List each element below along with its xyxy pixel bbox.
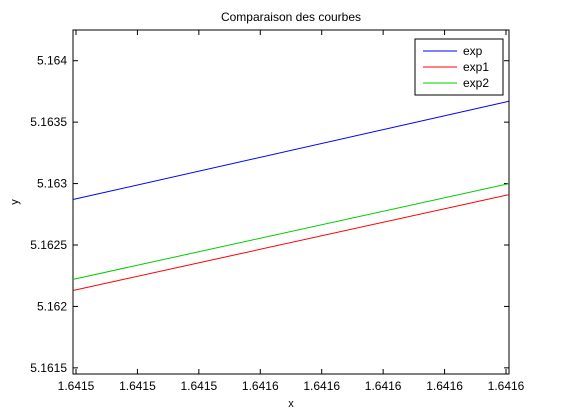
x-tick-label: 1.6415 (181, 379, 218, 393)
y-tick-label: 5.1635 (30, 115, 67, 129)
legend-box (414, 38, 504, 96)
legend-label-exp1: exp1 (463, 60, 489, 74)
y-tick-label: 5.164 (37, 54, 67, 68)
series-line-exp2 (72, 183, 510, 280)
legend-label-exp: exp (463, 44, 483, 58)
chart-title: Comparaison des courbes (221, 10, 361, 24)
y-axis-label: y (9, 199, 21, 205)
y-tick-label: 5.1615 (30, 361, 67, 375)
x-tick-label: 1.6415 (58, 379, 95, 393)
y-tick-label: 5.162 (37, 299, 67, 313)
x-tick-label: 1.6416 (242, 379, 279, 393)
series-line-exp (72, 100, 510, 201)
series-line-exp1 (72, 194, 510, 291)
y-tick-label: 5.1625 (30, 238, 67, 252)
x-tick-label: 1.6416 (426, 379, 463, 393)
x-tick-label: 1.6416 (365, 379, 402, 393)
x-tick-label: 1.6416 (303, 379, 340, 393)
y-tick-label: 5.163 (37, 177, 67, 191)
x-tick-label: 1.6415 (119, 379, 156, 393)
legend-label-exp2: exp2 (463, 76, 489, 90)
x-tick-label: 1.6416 (488, 379, 525, 393)
legend: exp exp1 exp2 (414, 38, 504, 96)
x-axis-label: x (288, 398, 294, 410)
